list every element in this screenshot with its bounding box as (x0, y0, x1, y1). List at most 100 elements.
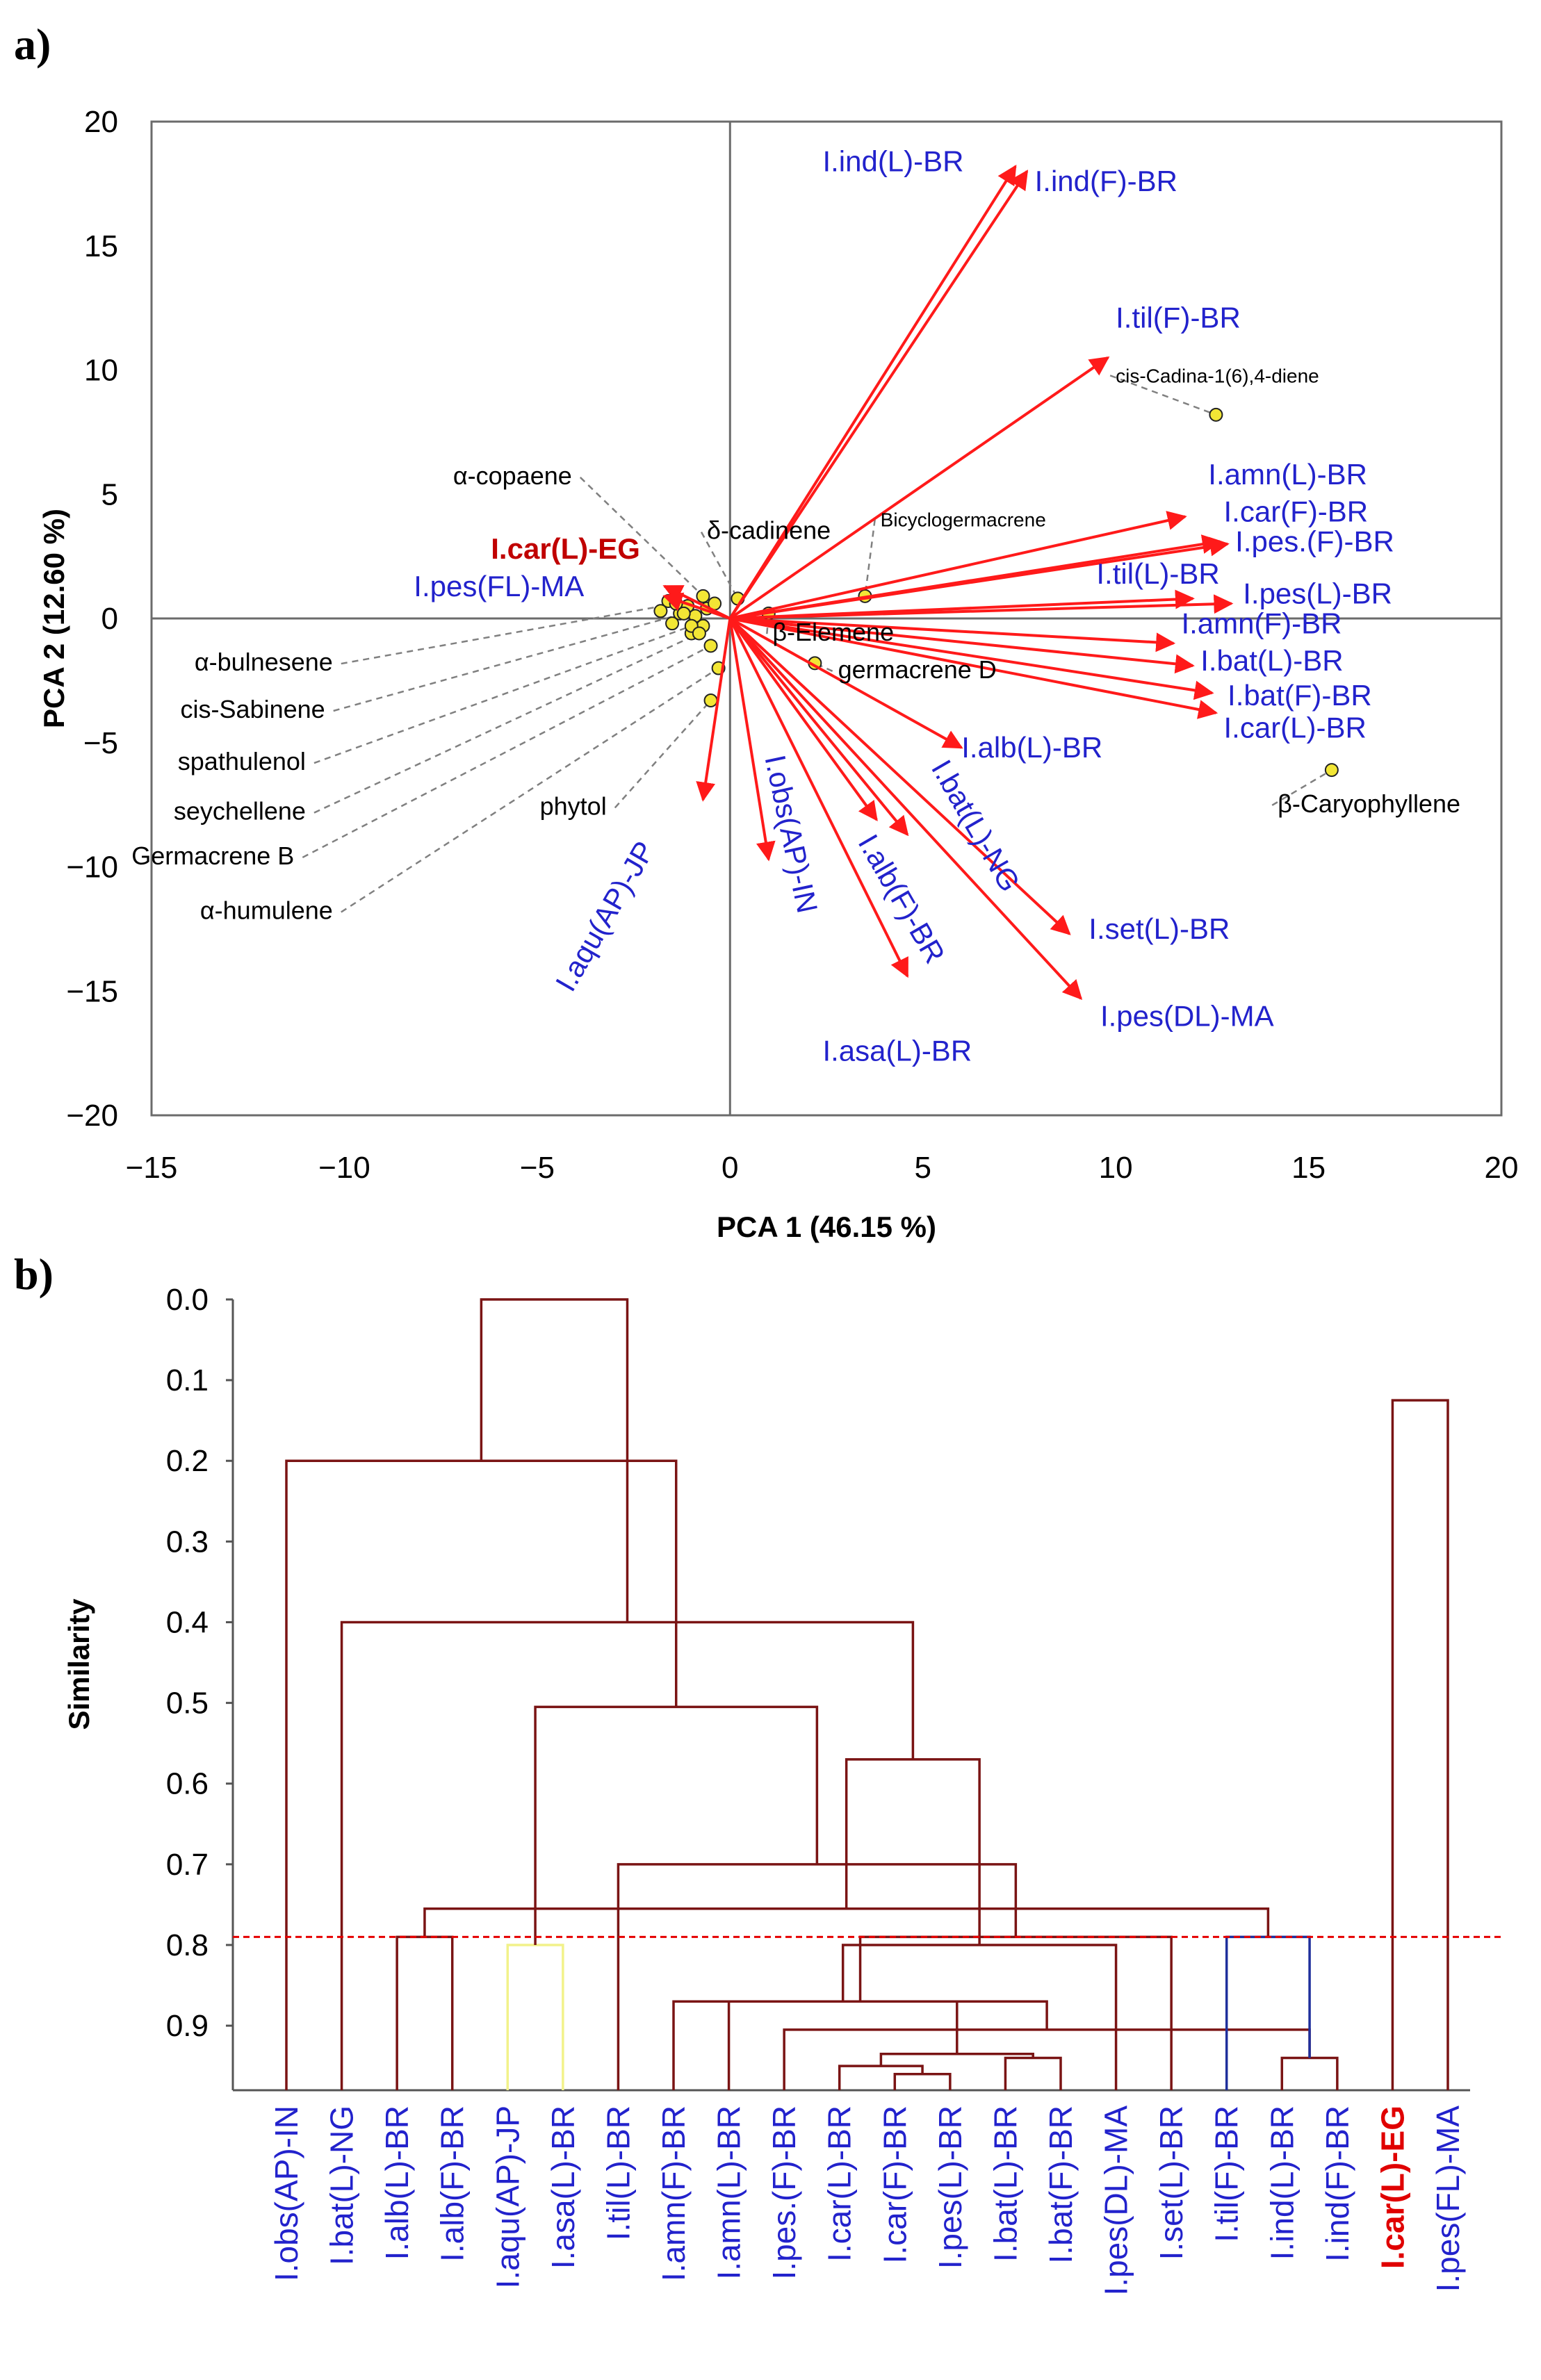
leaf-label-i-pes-dl-ma: I.pes(DL)-MA (1098, 2106, 1134, 2296)
dendrogram-merge-6 (727, 2000, 959, 2090)
leaf-label-i-car-l-eg: I.car(L)-EG (1374, 2106, 1410, 2269)
dendrogram-merge-13 (423, 1907, 1270, 1937)
leaf-label-i-car-f-br: I.car(F)-BR (877, 2106, 913, 2263)
dendrogram-y-tick-0-7: 0.7 (166, 1848, 209, 1882)
vector-i-amn-l-br (729, 511, 1187, 620)
leaf-label-i-pes-l-br: I.pes(L)-BR (932, 2106, 968, 2269)
dendrogram-merge-10 (1225, 1935, 1311, 2090)
leaf-label-i-alb-f-br: I.alb(F)-BR (434, 2106, 471, 2262)
vector-label-i-pes-f-br: I.pes.(F)-BR (1235, 525, 1394, 557)
leaf-label-i-til-l-br: I.til(L)-BR (600, 2106, 636, 2240)
leaf-label-i-pes-fl-ma: I.pes(FL)-MA (1430, 2106, 1466, 2292)
compound-label-cis-cadina-1-6-4-diene: cis-Cadina-1(6),4-diene (1116, 365, 1319, 386)
compound-label-bicyclogermacrene: Bicyclogermacrene (881, 509, 1046, 531)
leader-spathulenol (313, 625, 692, 764)
vector-i-pes-f-br (729, 536, 1230, 620)
compound-label-germacrene-b: Germacrene B (131, 842, 294, 870)
pca-x-tick-10: 10 (1099, 1151, 1133, 1185)
dendrogram-merge-15 (845, 1758, 981, 1945)
vector-i-asa-l-br (728, 618, 909, 978)
pca-y-tick-20: −20 (66, 1099, 118, 1133)
vector-i-aqu-ap-jp (696, 618, 732, 802)
leader-bulnesene (341, 602, 676, 665)
vector-label-i-pes-l-br: I.pes(L)-BR (1243, 577, 1392, 610)
dendrogram-merge-20 (480, 1298, 629, 1623)
dendrogram-merge-3 (1280, 2056, 1339, 2090)
vector-label-i-ind-f-br: I.ind(F)-BR (1035, 165, 1177, 197)
pca-cluster-point-9 (653, 604, 668, 618)
vector-label-i-bat-l-ng: I.bat(L)-NG (925, 755, 1027, 897)
compound-label-caryophyllene: β-Caryophyllene (1278, 789, 1460, 818)
panel-b-label: b) (14, 1249, 54, 1299)
dendrogram-y-axis-title: Similarity (63, 1598, 95, 1730)
pca-x-tick-5: 5 (914, 1151, 931, 1185)
vector-i-set-l-br (728, 617, 1071, 935)
vector-label-i-amn-l-br: I.amn(L)-BR (1208, 458, 1367, 491)
leaf-label-i-ind-l-br: I.ind(L)-BR (1264, 2106, 1300, 2260)
dendrogram-merge-8 (841, 1944, 1118, 2090)
compound-label-cadinene: δ-cadinene (707, 516, 831, 545)
leaf-label-i-amn-l-br: I.amn(L)-BR (711, 2106, 747, 2279)
vector-label-i-bat-f-br: I.bat(F)-BR (1228, 679, 1372, 712)
dendrogram-y-tick-0-4: 0.4 (166, 1605, 209, 1639)
compound-label-phytol: phytol (540, 791, 607, 820)
point-cis-cadina-1-6-4-diene (1209, 407, 1223, 422)
leaf-label-i-bat-l-ng: I.bat(L)-NG (324, 2106, 360, 2265)
compound-label-copaene: α-copaene (453, 461, 572, 490)
pca-y-axis-title: PCA 2 (12.60 %) (38, 509, 70, 728)
vector-i-car-l-eg (662, 584, 731, 620)
vector-label-i-asa-l-br: I.asa(L)-BR (822, 1034, 972, 1067)
vector-i-bat-f-br (729, 617, 1214, 700)
vector-i-obs-ap-in (728, 618, 776, 862)
dendrogram-merge-19 (1391, 1399, 1449, 2090)
dendrogram: 0.0 0.1 0.2 0.3 0.4 0.5 0.6 0.7 0.8 0.9 I.obs(AP)… (63, 1283, 1501, 2295)
compound-label-bulnesene: α-bulnesene (195, 648, 333, 676)
pca-compound-points (653, 407, 1339, 778)
point-phytol (703, 693, 718, 707)
dendrogram-merge-5 (783, 2028, 1311, 2090)
pca-loading-vectors (662, 164, 1234, 1001)
vector-i-bat-l-br (730, 617, 1195, 674)
leaf-label-i-bat-l-br: I.bat(L)-BR (987, 2106, 1023, 2262)
compound-label-seychellene: seychellene (174, 797, 306, 826)
leaf-label-i-asa-l-br: I.asa(L)-BR (545, 2106, 581, 2269)
compound-label-cis-sabinene: cis-Sabinene (181, 695, 325, 723)
dendrogram-merge-17 (340, 1620, 915, 2090)
pca-y-tick-15: −15 (66, 974, 118, 1008)
dendrogram-merge-9 (506, 1944, 564, 2090)
pca-y-tick-0: 0 (101, 602, 118, 636)
pca-cluster-point-5 (665, 616, 680, 631)
vector-label-i-car-l-br: I.car(L)-BR (1224, 712, 1367, 744)
dendrogram-merge-16 (534, 1705, 819, 1945)
vector-label-i-bat-l-br: I.bat(L)-BR (1200, 644, 1343, 677)
dendrogram-merge-11 (396, 1935, 454, 2090)
pca-x-tick-15: 15 (1291, 1151, 1326, 1185)
vector-label-i-set-l-br: I.set(L)-BR (1089, 912, 1230, 945)
vector-label-i-car-f-br: I.car(F)-BR (1224, 495, 1369, 528)
compound-label-humulene: α-humulene (200, 896, 333, 925)
compound-label-germacrene-d: germacrene D (838, 655, 997, 684)
point-seychellene (692, 626, 706, 641)
pca-y-tick-10: 10 (84, 354, 118, 388)
dendrogram-merge-2 (1004, 2056, 1062, 2090)
leaf-label-i-aqu-ap-jp: I.aqu(AP)-JP (489, 2106, 525, 2288)
vector-label-i-obs-ap-in: I.obs(AP)-IN (758, 752, 824, 916)
pca-y-tick-15: 15 (84, 229, 118, 263)
leaf-label-i-pes-f-br: I.pes.(F)-BR (766, 2106, 802, 2279)
vector-i-pes-fl-ma (662, 592, 731, 620)
leaf-label-i-obs-ap-in: I.obs(AP)-IN (268, 2106, 304, 2281)
vector-label-i-til-f-br: I.til(F)-BR (1116, 302, 1241, 334)
panel-a-label: a) (14, 19, 51, 69)
dendrogram-merge-7 (672, 2000, 1048, 2090)
vector-i-alb-f-br (728, 617, 878, 821)
pca-y-tick-5: 5 (101, 477, 118, 511)
dendrogram-y-tick-0-2: 0.2 (166, 1444, 209, 1478)
leader-cis-sabinene (333, 612, 685, 712)
vector-label-i-pes-fl-ma: I.pes(FL)-MA (414, 570, 584, 602)
dendrogram-y-tick-0-3: 0.3 (166, 1525, 209, 1559)
dendrogram-y-tick-0-0: 0.0 (166, 1283, 209, 1317)
leader-germacrene-b (302, 645, 712, 859)
leaf-label-i-ind-f-br: I.ind(F)-BR (1319, 2106, 1355, 2262)
